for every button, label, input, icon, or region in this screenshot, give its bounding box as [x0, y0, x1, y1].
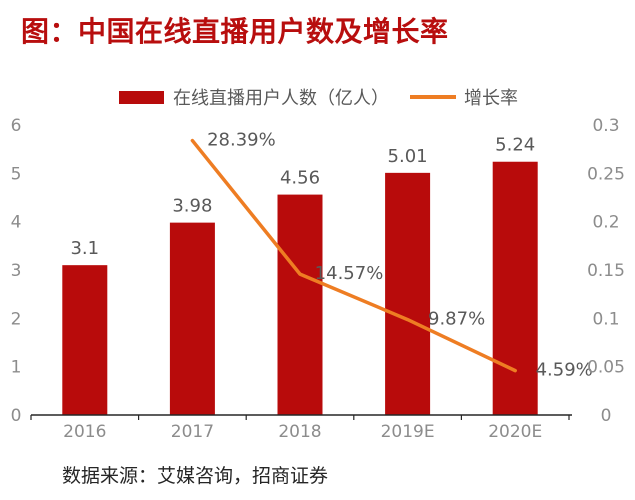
right-axis-tick-0.15: 0.15	[587, 261, 625, 281]
x-label-2017: 2017	[171, 422, 214, 442]
legend-item-users: 在线直播用户人数（亿人）	[119, 86, 389, 109]
left-axis-tick-4: 4	[11, 213, 22, 233]
left-axis-tick-1: 1	[11, 358, 22, 378]
left-axis-tick-6: 6	[11, 116, 22, 136]
right-axis-tick-0.3: 0.3	[592, 116, 619, 136]
bar-label-2016: 3.1	[70, 238, 99, 259]
x-label-2020E: 2020E	[488, 422, 542, 442]
right-axis-tick-0.1: 0.1	[592, 309, 619, 329]
line-label-2017: 28.39%	[207, 130, 276, 151]
bar-2020E	[492, 161, 538, 415]
line-label-2020E: 4.59%	[536, 360, 593, 381]
bar-2019E	[385, 172, 431, 415]
x-label-2018: 2018	[278, 422, 321, 442]
x-label-2019E: 2019E	[381, 422, 435, 442]
right-axis-tick-0.2: 0.2	[592, 213, 619, 233]
source-note: 数据来源：艾媒咨询，招商证券	[62, 465, 329, 487]
line-label-2018: 14.57%	[315, 263, 384, 284]
legend: 在线直播用户人数（亿人） 增长率	[0, 86, 635, 109]
line-label-2019E: 9.87%	[428, 309, 485, 330]
bar-2017	[169, 222, 215, 415]
bar-label-2019E: 5.01	[388, 146, 428, 167]
left-axis-tick-2: 2	[11, 309, 22, 329]
left-axis-tick-5: 5	[11, 164, 22, 184]
legend-item-growth: 增长率	[410, 86, 518, 109]
bar-2018	[277, 194, 323, 415]
left-axis-tick-0: 0	[11, 406, 22, 426]
bar-label-2020E: 5.24	[495, 135, 535, 156]
legend-bar-swatch-icon	[119, 90, 164, 104]
x-label-2016: 2016	[63, 422, 106, 442]
bar-label-2017: 3.98	[172, 196, 212, 217]
legend-line-swatch-icon	[410, 95, 456, 99]
right-axis-tick-0.25: 0.25	[587, 164, 625, 184]
bar-label-2018: 4.56	[280, 168, 320, 189]
growth-line	[190, 138, 517, 373]
legend-label-users: 在线直播用户人数（亿人）	[173, 88, 389, 109]
chart-title: 图：中国在线直播用户数及增长率	[21, 15, 449, 48]
legend-label-growth: 增长率	[464, 88, 518, 109]
bar-2016	[62, 265, 108, 415]
right-axis-tick-0.05: 0.05	[587, 358, 625, 378]
right-axis-tick-0: 0	[601, 406, 612, 426]
left-axis-tick-3: 3	[11, 261, 22, 281]
